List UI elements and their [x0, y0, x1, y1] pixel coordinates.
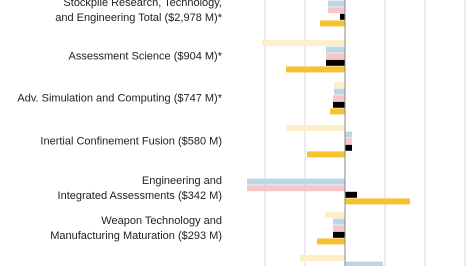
bar	[333, 218, 345, 225]
bar	[320, 20, 345, 27]
category-label: Assessment Science ($904 M)*	[69, 50, 223, 62]
bar	[345, 144, 352, 151]
bar	[340, 13, 345, 20]
category-label-line: Assessment Science ($904 M)*	[69, 50, 223, 62]
bar	[328, 0, 345, 7]
bar	[317, 238, 345, 245]
bar	[345, 131, 352, 138]
category-label-line: Adv. Simulation and Computing ($747 M)*	[17, 92, 222, 104]
bar	[326, 46, 345, 53]
bar	[326, 53, 345, 60]
bar	[333, 95, 345, 102]
bar	[345, 138, 352, 145]
category-label: Stockpile Research, Technology, and Engin…	[55, 0, 222, 24]
category-label: Weapon Technology and Manufacturing Matur…	[50, 215, 222, 242]
bar	[345, 198, 410, 205]
bar	[334, 82, 345, 88]
bar	[345, 191, 357, 198]
bar	[247, 178, 345, 185]
bar	[328, 7, 345, 14]
bar	[286, 66, 345, 73]
bar	[325, 212, 345, 218]
category-label-line: Integrated Assessments ($342 M)	[58, 190, 222, 202]
category-label: Adv. Simulation and Computing ($747 M)*	[17, 92, 222, 104]
bar	[286, 125, 345, 131]
category-label-line: Weapon Technology and	[101, 215, 222, 227]
bar	[333, 101, 345, 108]
bar	[262, 40, 345, 46]
category-label-line: Inertial Confinement Fusion ($580 M)	[40, 135, 222, 147]
category-label-line: and Engineering Total ($2,978 M)*	[55, 12, 222, 24]
category-label: Engineering and Integrated Assessments ($…	[58, 175, 222, 202]
category-label-line: Engineering and	[142, 175, 222, 187]
category-label-line: Stockpile Research, Technology,	[63, 0, 222, 9]
category-label: Inertial Confinement Fusion ($580 M)	[40, 135, 222, 147]
category-label-line: Manufacturing Maturation ($293 M)	[50, 230, 222, 242]
bar	[333, 225, 345, 232]
bar	[333, 231, 345, 238]
bar	[326, 59, 345, 66]
bar	[247, 185, 345, 192]
bar	[330, 108, 345, 115]
bar	[334, 88, 345, 95]
bar	[300, 255, 345, 261]
bar	[345, 261, 383, 266]
bar	[307, 151, 345, 158]
